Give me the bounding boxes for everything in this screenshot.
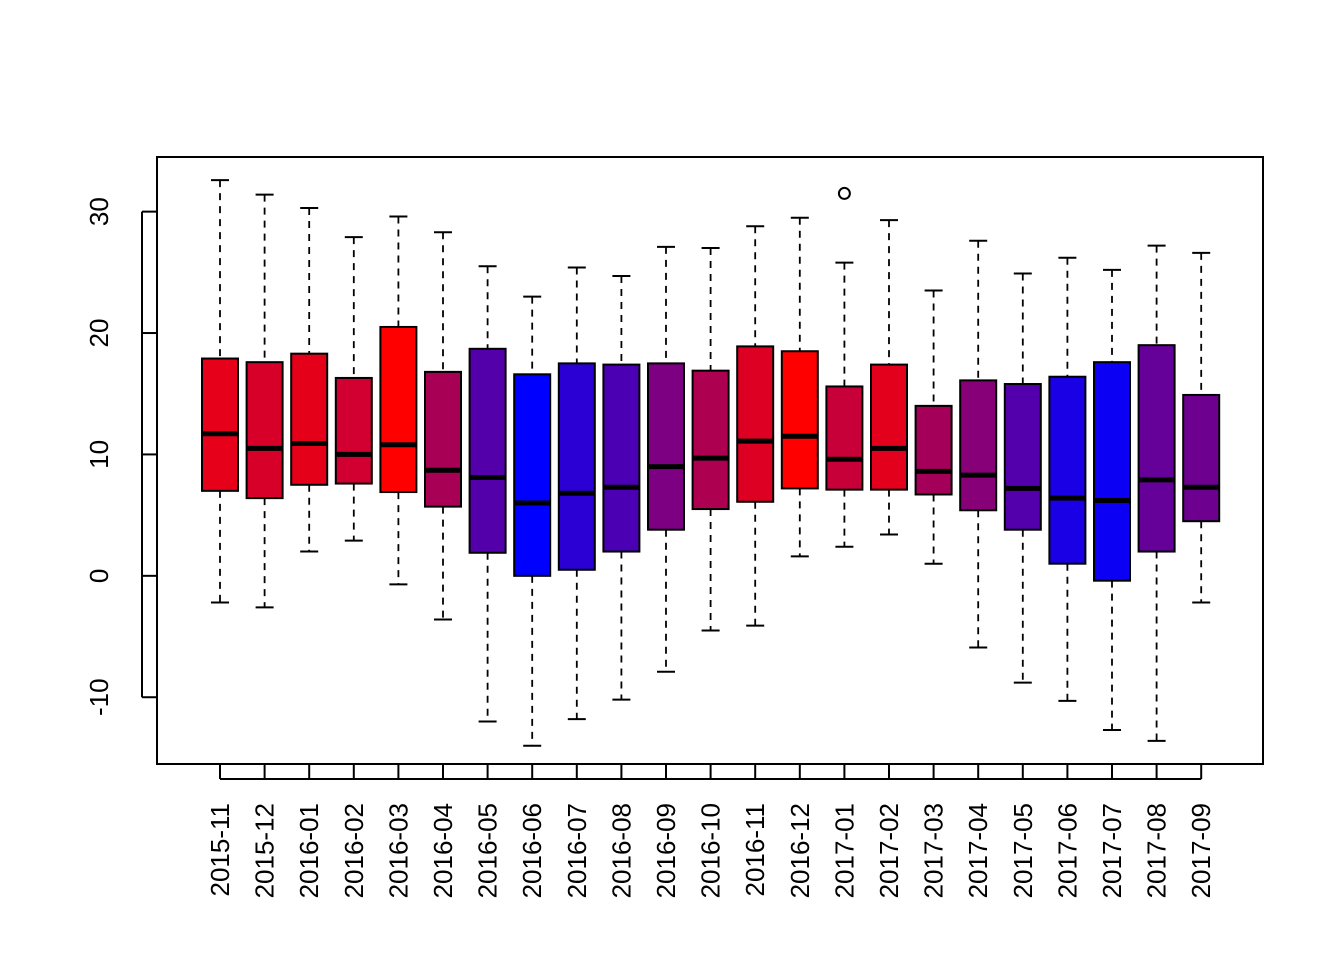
y-axis: -10 0 10 20 30 bbox=[84, 197, 157, 716]
x-tick-label: 2017-04 bbox=[963, 803, 993, 898]
y-tick-label: 10 bbox=[84, 440, 114, 469]
box-2017-05 bbox=[1003, 272, 1042, 684]
box-body bbox=[780, 350, 819, 490]
box-body bbox=[379, 325, 418, 494]
x-tick-label: 2015-11 bbox=[205, 803, 235, 897]
x-tick-label: 2016-05 bbox=[473, 803, 503, 898]
box-2017-06 bbox=[1048, 256, 1087, 702]
y-tick-label: -10 bbox=[84, 678, 114, 716]
x-tick-label: 2016-06 bbox=[517, 803, 547, 898]
box-body bbox=[468, 347, 507, 554]
box-body bbox=[245, 361, 284, 500]
y-tick-label: 0 bbox=[84, 569, 114, 583]
box-body bbox=[959, 379, 998, 512]
box-2017-04 bbox=[959, 239, 998, 649]
box-body bbox=[647, 362, 685, 531]
box-body bbox=[870, 363, 908, 491]
y-tick-label: 30 bbox=[84, 197, 114, 226]
x-tick-label: 2015-12 bbox=[250, 803, 280, 898]
box-2016-10 bbox=[691, 247, 730, 632]
box-2017-07 bbox=[1093, 268, 1131, 732]
x-tick-label: 2016-12 bbox=[785, 803, 815, 898]
x-tick-label: 2017-06 bbox=[1052, 803, 1082, 898]
x-tick-label: 2016-01 bbox=[294, 803, 324, 898]
x-axis: 2015-11 2015-12 2016-01 2016-02 2016-03 2016-… bbox=[205, 764, 1216, 898]
outlier-point bbox=[837, 186, 851, 200]
x-tick-label: 2016-11 bbox=[740, 803, 770, 897]
box-body bbox=[914, 404, 953, 496]
box-2015-11 bbox=[201, 179, 239, 604]
box-body bbox=[825, 385, 864, 491]
box-2016-01 bbox=[290, 206, 329, 553]
box-body bbox=[424, 370, 462, 508]
x-tick-label: 2017-09 bbox=[1186, 803, 1216, 898]
x-tick-label: 2016-02 bbox=[339, 803, 369, 898]
box-2017-01 bbox=[825, 186, 864, 548]
x-tick-label: 2017-03 bbox=[919, 803, 949, 898]
box-body bbox=[513, 373, 552, 577]
x-tick-label: 2016-07 bbox=[562, 803, 592, 898]
box-body bbox=[290, 352, 329, 486]
x-tick-label: 2016-08 bbox=[606, 803, 636, 898]
x-tick-label: 2017-02 bbox=[874, 803, 904, 898]
box-2016-05 bbox=[468, 265, 507, 723]
box-2015-12 bbox=[245, 193, 284, 609]
x-tick-label: 2017-08 bbox=[1142, 803, 1172, 898]
box-body bbox=[691, 369, 730, 511]
x-tick-label: 2017-07 bbox=[1097, 803, 1127, 898]
box-2016-12 bbox=[780, 216, 819, 558]
y-tick-label: 20 bbox=[84, 319, 114, 348]
box-2016-03 bbox=[379, 215, 418, 586]
box-body bbox=[736, 345, 775, 503]
box-2017-08 bbox=[1137, 244, 1176, 742]
box-2016-02 bbox=[334, 236, 373, 542]
x-tick-label: 2017-05 bbox=[1008, 803, 1038, 898]
x-tick-label: 2016-10 bbox=[696, 803, 726, 898]
box-body bbox=[557, 362, 596, 571]
box-body bbox=[334, 376, 373, 485]
box-2016-07 bbox=[557, 266, 596, 721]
box-body bbox=[602, 363, 641, 553]
boxes bbox=[201, 179, 1221, 747]
box-2017-09 bbox=[1182, 251, 1221, 604]
box-body bbox=[1137, 344, 1176, 553]
box-body bbox=[1003, 383, 1042, 531]
x-tick-label: 2016-09 bbox=[651, 803, 681, 898]
x-tick-label: 2016-03 bbox=[383, 803, 413, 898]
box-2016-09 bbox=[647, 245, 685, 673]
box-body bbox=[1093, 361, 1131, 582]
box-2017-02 bbox=[870, 219, 908, 536]
box-body bbox=[1048, 375, 1087, 565]
box-body bbox=[201, 357, 239, 492]
box-body bbox=[1182, 393, 1221, 523]
box-2016-06 bbox=[513, 295, 552, 747]
box-2017-03 bbox=[914, 289, 953, 565]
box-2016-04 bbox=[424, 231, 462, 621]
x-tick-label: 2017-01 bbox=[829, 803, 859, 898]
box-2016-08 bbox=[602, 274, 641, 701]
x-tick-label: 2016-04 bbox=[428, 803, 458, 898]
box-2016-11 bbox=[736, 225, 775, 627]
